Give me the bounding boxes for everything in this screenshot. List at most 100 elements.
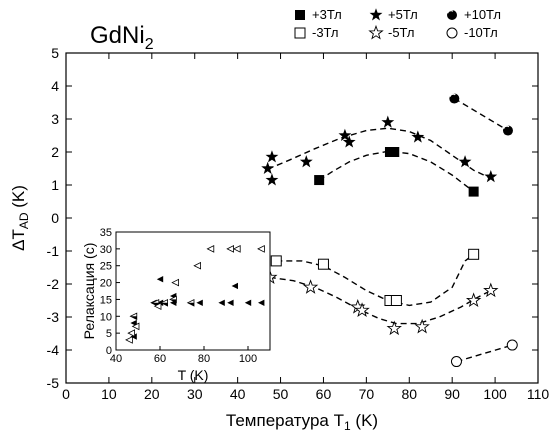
x-tick-label: 110 (527, 386, 550, 402)
inset-data-point (169, 295, 177, 304)
x-tick-label: 80 (401, 386, 417, 402)
x-tick-label: 100 (483, 386, 507, 402)
y-tick-label: 2 (51, 144, 59, 160)
inset-data-point (244, 299, 252, 306)
main-plot: 0 10 20 30 40 50 60 70 80 90 100 110-5-4-3-2-101234… (47, 45, 550, 402)
x-tick-label: 20 (144, 386, 160, 402)
data-point (354, 302, 370, 317)
data-point (411, 130, 425, 143)
data-point (502, 125, 513, 136)
inset-data-point (218, 299, 225, 306)
legend-label: +3Тл (312, 7, 342, 22)
data-point (465, 292, 482, 308)
legend-label: -3Тл (312, 25, 339, 40)
data-point (483, 282, 499, 298)
legend: +3Тл +5Тл +10Тл -3Тл -5Тл -10Тл (294, 7, 501, 40)
main-axis-ticks: 0 10 20 30 40 50 60 70 80 90 100 110-5-4-3-2-101234… (47, 45, 550, 402)
inset-y-tick-label: 25 (100, 261, 112, 273)
inset-y-tick-label: 20 (100, 278, 112, 290)
data-point (314, 175, 325, 186)
x-tick-label: 30 (187, 386, 203, 402)
y-tick-label: -3 (47, 309, 60, 325)
inset-x-tick-label: 100 (239, 353, 257, 365)
main-data-points (261, 93, 518, 368)
x-tick-label: 10 (101, 386, 117, 402)
data-point (265, 150, 279, 163)
data-point (261, 161, 275, 174)
inset-data-point (129, 312, 138, 321)
data-point (449, 93, 460, 104)
data-point (302, 279, 319, 294)
inset-data-point (206, 245, 215, 253)
data-point (317, 258, 329, 270)
inset-data-point (125, 336, 133, 344)
inset-data-point (156, 299, 164, 306)
data-point (338, 128, 352, 141)
fit-curve (267, 127, 492, 180)
data-point (484, 170, 498, 183)
fit-curve (456, 344, 513, 363)
data-point (450, 356, 462, 368)
legend-label: -10Тл (464, 25, 498, 40)
legend-marker (447, 10, 457, 20)
y-tick-label: 0 (51, 210, 59, 226)
chart-title: GdNi2 (90, 22, 154, 53)
data-point (414, 318, 430, 334)
x-tick-label: 40 (230, 386, 246, 402)
legend-marker (295, 10, 305, 20)
inset-y-tick-label: 10 (100, 311, 112, 323)
inset-data-point (231, 282, 238, 290)
x-tick-label: 50 (273, 386, 289, 402)
data-point (390, 295, 402, 306)
inset-data-point (232, 245, 241, 253)
inset-background (112, 228, 270, 364)
inset-x-axis-label: T (K) (178, 367, 209, 383)
legend-label: -5Тл (388, 25, 415, 40)
inset-plot: 40 60 80 100 0 5 10 15 20 25 30 35 T (K) Релаксация… (81, 227, 271, 383)
inset-y-tick-label: 15 (100, 294, 112, 306)
inset-x-tick-label: 40 (110, 353, 122, 365)
x-tick-label: 70 (359, 386, 375, 402)
y-tick-label: -5 (47, 375, 60, 391)
data-point (265, 173, 279, 186)
y-tick-label: -4 (47, 342, 60, 358)
inset-y-tick-label: 30 (100, 244, 112, 256)
inset-data-point (193, 261, 201, 270)
legend-label: +10Тл (464, 7, 501, 22)
data-point (468, 186, 479, 197)
legend-marker (368, 24, 384, 40)
inset-data-point (127, 329, 135, 337)
x-tick-label: 0 (62, 386, 70, 402)
inset-data-points (125, 245, 265, 344)
legend-marker (446, 27, 458, 39)
data-point (468, 248, 480, 260)
data-point (381, 115, 395, 128)
inset-x-tick-label: 60 (154, 353, 166, 365)
fit-curve (269, 276, 492, 325)
data-point (342, 135, 356, 148)
y-tick-label: 4 (51, 78, 59, 94)
inset-axis-ticks: 40 60 80 100 0 5 10 15 20 25 30 35 (100, 227, 257, 365)
fit-curve (453, 97, 509, 132)
inset-data-point (131, 322, 140, 331)
main-fit-curves (267, 97, 513, 363)
inset-data-point (257, 245, 265, 253)
data-point (389, 147, 400, 157)
inset-x-tick-label: 80 (198, 353, 210, 365)
data-point (506, 339, 518, 351)
inset-y-tick-label: 35 (100, 227, 112, 239)
data-point (386, 320, 402, 336)
inset-data-point (153, 302, 162, 311)
inset-data-point (171, 278, 179, 287)
y-tick-label: -1 (47, 243, 60, 259)
inset-data-point (227, 299, 234, 306)
inset-data-point (186, 298, 195, 307)
y-tick-label: -2 (47, 276, 60, 292)
inset-y-axis-label: Релаксация (с) (81, 243, 97, 340)
legend-label: +5Тл (388, 7, 418, 22)
data-point (270, 255, 282, 267)
y-tick-label: 3 (51, 111, 59, 127)
inset-data-point (160, 298, 168, 307)
fit-curve (276, 253, 475, 307)
